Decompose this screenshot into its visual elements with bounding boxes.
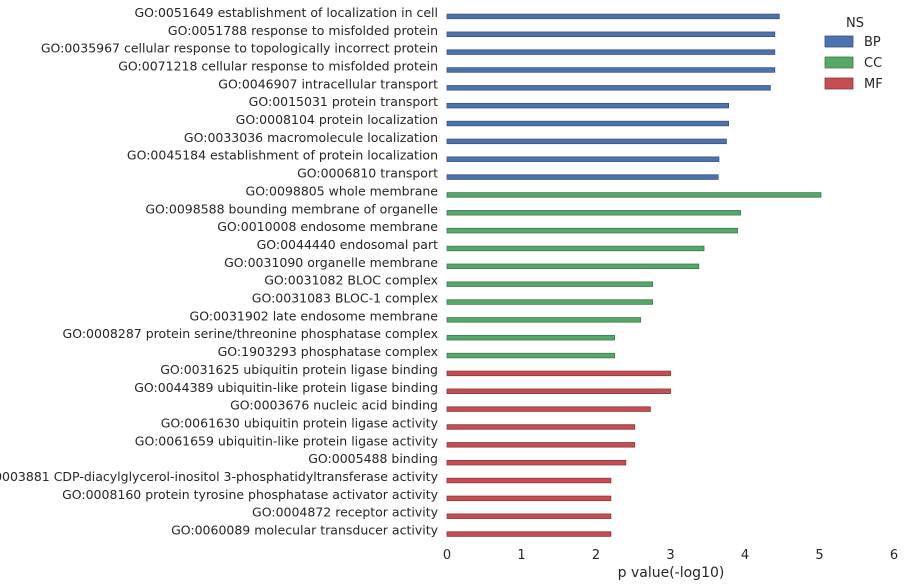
category-label: GO:0008104 protein localization [236, 112, 438, 127]
x-tick-label: 6 [890, 548, 898, 563]
category-labels: GO:0051649 establishment of localization… [0, 5, 439, 538]
bar [446, 459, 627, 466]
bar [446, 245, 705, 252]
bar [446, 138, 727, 145]
category-label: GO:0031902 late endosome membrane [190, 308, 439, 323]
category-label: GO:0015031 protein transport [249, 94, 438, 109]
legend-label: BP [864, 35, 881, 50]
bar [446, 13, 780, 20]
bar [446, 317, 642, 323]
x-tick-labels: 0 1 2 3 4 5 6 [443, 548, 898, 563]
legend: NS BP CC MF [824, 16, 883, 92]
category-label: GO:0003881 CDP-diacylglycerol-inositol 3… [0, 469, 439, 484]
x-tick-label: 3 [666, 548, 674, 563]
category-label: GO:0008287 protein serine/threonine phos… [63, 326, 438, 341]
category-label: GO:0060089 molecular transducer activity [171, 523, 439, 538]
bar [446, 477, 612, 484]
bar [446, 102, 730, 109]
bars-group [446, 13, 822, 537]
category-label: GO:0071218 cellular response to misfolde… [118, 58, 438, 73]
bar [446, 335, 616, 341]
category-label: GO:0004872 receptor activity [252, 505, 439, 520]
x-tick-label: 5 [815, 548, 823, 563]
bar [446, 299, 654, 305]
legend-label: MF [864, 77, 883, 92]
category-label: GO:0003676 nucleic acid binding [230, 398, 438, 413]
bar [446, 156, 720, 162]
category-label: GO:0051649 establishment of localization… [134, 5, 438, 20]
category-label: GO:0045184 establishment of protein loca… [127, 148, 438, 163]
bar [446, 281, 654, 287]
legend-swatch [824, 35, 854, 48]
category-label: GO:0035967 cellular response to topologi… [41, 41, 438, 56]
category-label: GO:0044389 ubiquitin-like protein ligase… [134, 380, 438, 395]
bar [446, 388, 671, 394]
category-label: GO:0008160 protein tyrosine phosphatase … [62, 487, 439, 502]
category-label: GO:0031625 ubiquitin protein ligase bind… [160, 362, 438, 377]
category-label: GO:0044440 endosomal part [257, 237, 439, 252]
category-label: GO:0098588 bounding membrane of organell… [145, 201, 438, 216]
legend-swatch [824, 56, 854, 69]
bar [446, 531, 612, 537]
bar [446, 31, 776, 37]
bar [446, 352, 616, 359]
x-tick-label: 4 [741, 548, 749, 563]
category-label: GO:0046907 intracellular transport [218, 76, 438, 91]
category-label: GO:0033036 macromolecule localization [184, 130, 438, 145]
legend-title: NS [846, 16, 864, 31]
x-axis-label: p value(-log10) [618, 565, 725, 581]
bar [446, 227, 738, 234]
x-tick-label: 1 [517, 548, 525, 563]
bar [446, 85, 771, 91]
category-label: GO:0006810 transport [297, 166, 438, 181]
category-label: GO:1903293 phosphatase complex [218, 344, 438, 359]
bar [446, 67, 776, 73]
category-label: GO:0061630 ubiquitin protein ligase acti… [161, 415, 439, 430]
x-tick-label: 2 [592, 548, 600, 563]
x-tick-label: 0 [443, 548, 451, 563]
bar [446, 424, 636, 430]
category-label: GO:0031082 BLOC complex [264, 273, 438, 288]
bar [446, 495, 612, 502]
category-label: GO:0005488 binding [308, 451, 438, 466]
legend-label: CC [864, 56, 882, 71]
bar [446, 120, 730, 127]
category-label: GO:0031083 BLOC-1 complex [252, 291, 438, 306]
bar [446, 370, 671, 377]
bar [446, 174, 719, 180]
bar [446, 406, 651, 412]
category-label: GO:0098805 whole membrane [246, 183, 439, 198]
category-label: GO:0051788 response to misfolded protein [168, 23, 438, 38]
category-label: GO:0031090 organelle membrane [224, 255, 438, 270]
category-label: GO:0061659 ubiquitin-like protein ligase… [135, 433, 439, 448]
bar [446, 513, 612, 519]
bar [446, 210, 741, 216]
bar [446, 263, 700, 270]
bar [446, 192, 822, 198]
bar [446, 442, 636, 448]
category-label: GO:0010008 endosome membrane [217, 219, 438, 234]
bar [446, 49, 776, 55]
legend-swatch [824, 77, 854, 90]
